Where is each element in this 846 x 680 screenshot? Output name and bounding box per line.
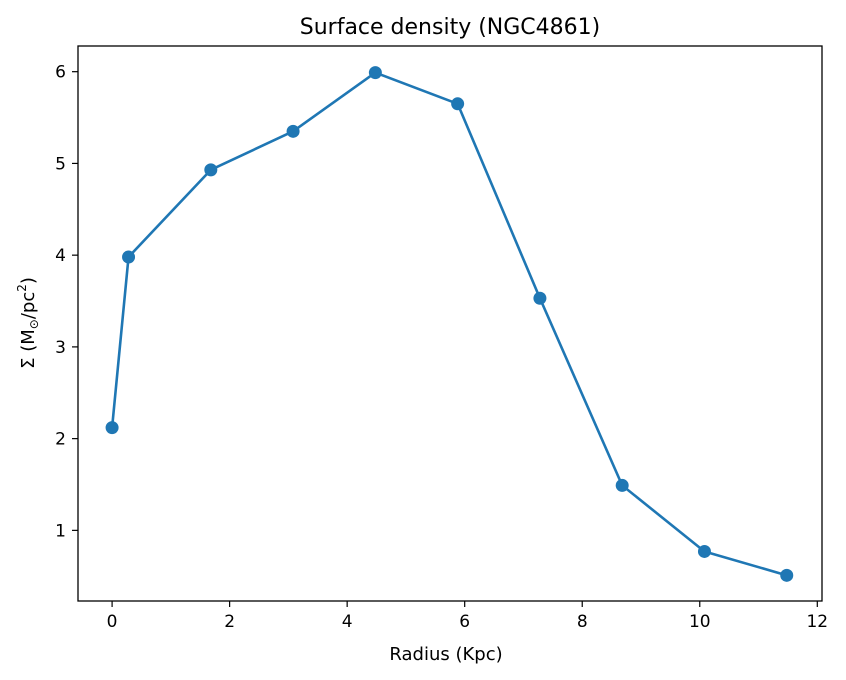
data-point — [615, 478, 629, 492]
x-tick-label: 2 — [224, 612, 235, 632]
y-label-mid: /pc — [18, 292, 39, 319]
data-point — [780, 568, 794, 582]
x-axis-ticks: 0 2 4 6 8 10 12 — [107, 601, 828, 632]
x-tick-label: 6 — [459, 612, 470, 632]
x-tick-label: 0 — [107, 612, 118, 632]
y-tick-label: 2 — [55, 430, 66, 450]
x-tick-label: 10 — [689, 612, 711, 632]
series-line — [110, 71, 788, 577]
y-label-sup: 2 — [15, 284, 29, 292]
y-label-symbol: Σ — [18, 358, 39, 369]
data-point — [451, 97, 465, 111]
x-tick-label: 4 — [342, 612, 353, 632]
data-point — [533, 291, 547, 305]
data-point — [122, 250, 136, 264]
plot-frame — [77, 45, 823, 602]
data-point — [204, 163, 218, 177]
y-axis-label: Σ (M⊙/pc2) — [15, 277, 41, 369]
data-point — [368, 66, 382, 80]
x-tick-label: 8 — [577, 612, 588, 632]
y-axis-ticks: 1 2 3 4 5 6 — [55, 63, 78, 541]
y-label-open: (M — [18, 329, 39, 357]
data-point — [697, 544, 711, 558]
x-axis-label: Radius (Kpc) — [389, 644, 502, 665]
x-tick-label: 12 — [806, 612, 828, 632]
y-label-close: ) — [18, 277, 39, 284]
data-point — [105, 421, 119, 435]
chart-title: Surface density (NGC4861) — [300, 15, 600, 40]
y-tick-label: 5 — [55, 154, 66, 174]
y-tick-label: 3 — [55, 338, 66, 358]
y-tick-label: 1 — [55, 521, 66, 541]
series-layer — [105, 66, 794, 582]
y-tick-label: 6 — [55, 63, 66, 83]
y-tick-label: 4 — [55, 246, 66, 266]
data-point — [286, 124, 300, 138]
y-label-sub: ⊙ — [27, 319, 41, 329]
